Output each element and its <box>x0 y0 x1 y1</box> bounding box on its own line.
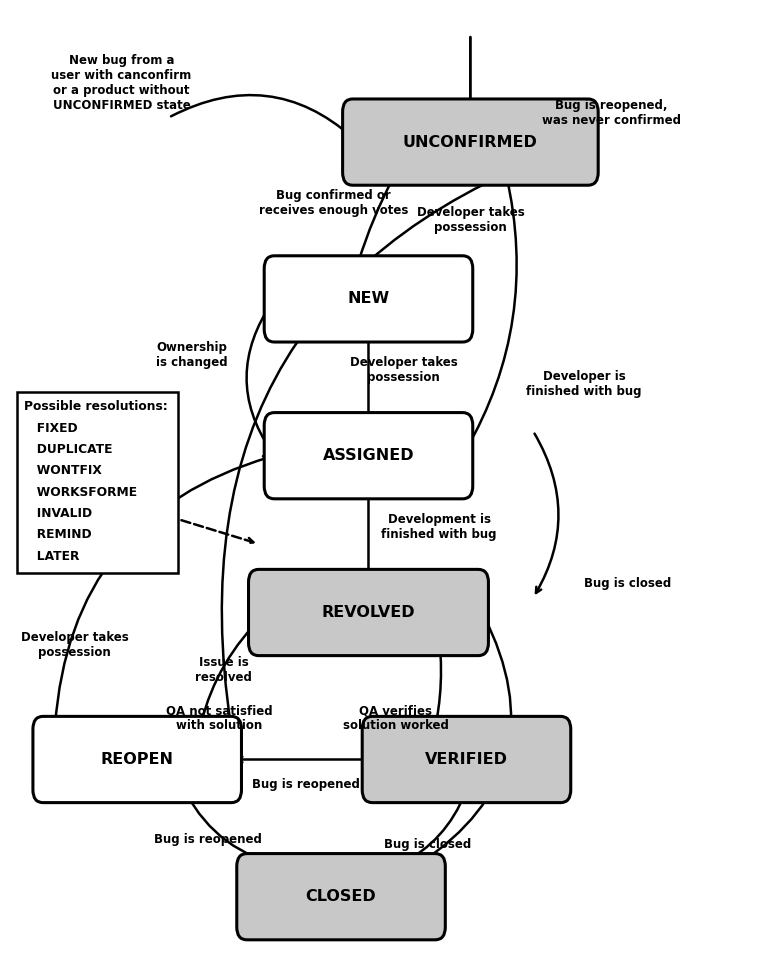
Text: NEW: NEW <box>347 291 390 307</box>
FancyBboxPatch shape <box>343 99 598 185</box>
FancyBboxPatch shape <box>264 413 473 499</box>
Text: FIXED: FIXED <box>24 421 77 435</box>
Text: Bug is closed: Bug is closed <box>383 838 471 852</box>
Text: Developer takes
possession: Developer takes possession <box>20 631 129 659</box>
Text: QA verifies
solution worked: QA verifies solution worked <box>343 705 449 732</box>
Text: WORKSFORME: WORKSFORME <box>24 486 136 499</box>
Text: Bug is reopened: Bug is reopened <box>154 833 262 847</box>
Text: Developer is
finished with bug: Developer is finished with bug <box>526 370 642 398</box>
FancyBboxPatch shape <box>237 854 445 940</box>
Text: REMIND: REMIND <box>24 528 91 541</box>
Text: REOPEN: REOPEN <box>100 752 174 767</box>
FancyBboxPatch shape <box>17 392 178 573</box>
FancyBboxPatch shape <box>249 569 488 656</box>
Text: Development is
finished with bug: Development is finished with bug <box>381 514 497 541</box>
Text: Possible resolutions:: Possible resolutions: <box>24 401 167 414</box>
Text: Issue is
resolved: Issue is resolved <box>195 657 252 684</box>
FancyBboxPatch shape <box>362 716 571 803</box>
Text: Bug is closed: Bug is closed <box>584 576 671 590</box>
Text: VERIFIED: VERIFIED <box>425 752 508 767</box>
Text: ASSIGNED: ASSIGNED <box>323 448 414 464</box>
Text: Developer takes
possession: Developer takes possession <box>416 206 524 233</box>
Text: LATER: LATER <box>24 550 79 563</box>
Text: UNCONFIRMED: UNCONFIRMED <box>403 134 538 150</box>
Text: Bug confirmed or
receives enough votes: Bug confirmed or receives enough votes <box>259 189 408 217</box>
Text: QA not satisfied
with solution: QA not satisfied with solution <box>166 705 273 732</box>
Text: Developer takes
possession: Developer takes possession <box>350 357 458 384</box>
Text: DUPLICATE: DUPLICATE <box>24 443 112 456</box>
FancyBboxPatch shape <box>33 716 241 803</box>
Text: New bug from a
user with canconfirm
or a product without
UNCONFIRMED state: New bug from a user with canconfirm or a… <box>52 54 191 113</box>
Text: Bug is reopened: Bug is reopened <box>252 777 360 791</box>
FancyBboxPatch shape <box>264 256 473 342</box>
Text: CLOSED: CLOSED <box>306 889 376 905</box>
Text: INVALID: INVALID <box>24 507 92 520</box>
Text: REVOLVED: REVOLVED <box>321 605 416 620</box>
Text: Ownership
is changed: Ownership is changed <box>156 341 228 368</box>
Text: Bug is reopened,
was never confirmed: Bug is reopened, was never confirmed <box>542 99 681 126</box>
Text: WONTFIX: WONTFIX <box>24 465 101 477</box>
